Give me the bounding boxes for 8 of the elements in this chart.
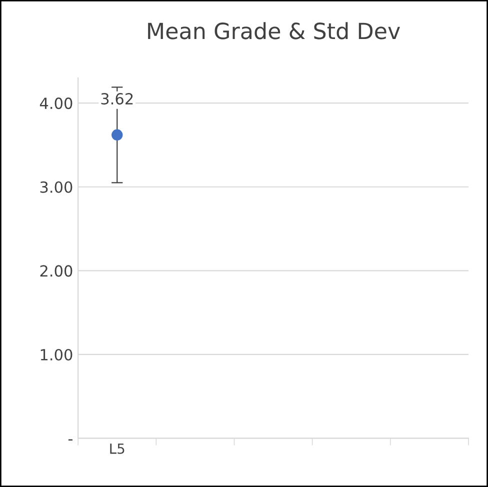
y-tick-label: 3.00 <box>40 181 72 193</box>
data-label: 3.62 <box>101 93 133 105</box>
chart-title: Mean Grade & Std Dev <box>148 22 400 40</box>
x-tick-label: L5 <box>110 444 124 454</box>
y-tick-label: - <box>68 439 72 441</box>
y-tick-label: 2.00 <box>40 265 72 277</box>
y-tick-label: 1.00 <box>40 348 72 361</box>
y-tick-label: 4.00 <box>40 98 72 110</box>
